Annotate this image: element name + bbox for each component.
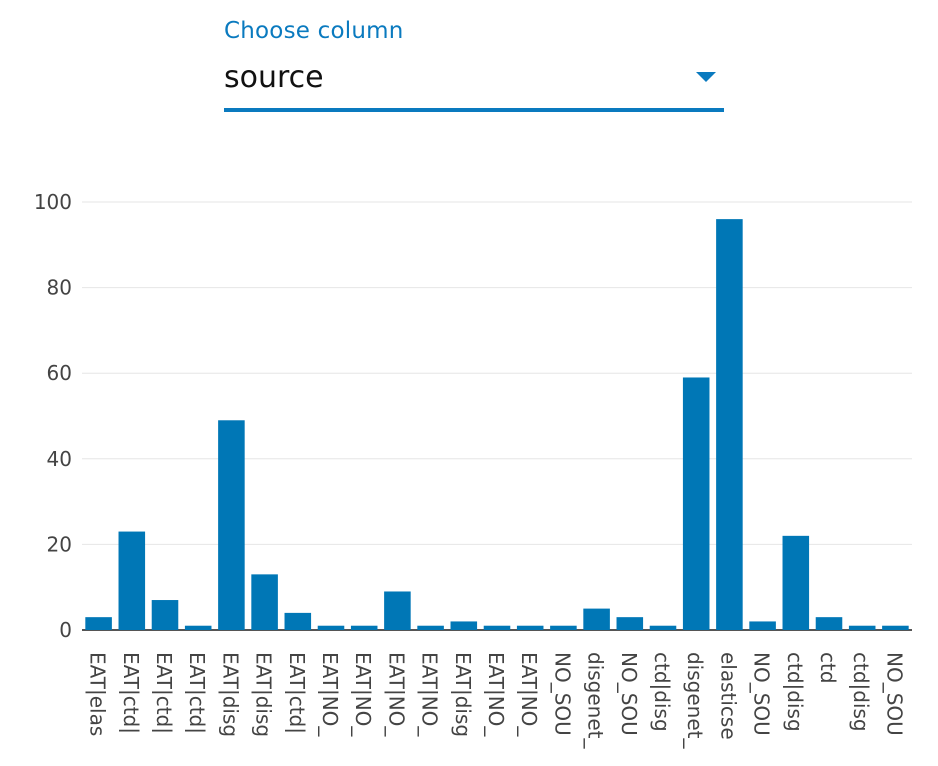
y-tick-label: 40 [47, 447, 72, 471]
x-tick-label: EAT|disg [451, 652, 475, 737]
caret-down-icon[interactable] [696, 72, 716, 82]
bar[interactable] [251, 574, 278, 630]
bar[interactable] [749, 621, 776, 630]
bar[interactable] [716, 219, 743, 630]
x-tick-label: EAT|ctd| [119, 652, 143, 734]
bar[interactable] [848, 625, 876, 630]
x-tick-label: elasticse [716, 652, 740, 740]
x-tick-label: ctd|disg [849, 652, 873, 732]
bar[interactable] [384, 591, 411, 630]
column-selector: Choose column source [224, 18, 724, 114]
bar[interactable] [815, 617, 843, 630]
x-tick-label: ctd|disg [783, 652, 807, 732]
x-tick-label: EAT|NO_ [484, 652, 508, 737]
y-tick-label: 60 [47, 361, 72, 385]
x-tick-label: EAT|NO_ [318, 652, 342, 737]
bar[interactable] [483, 625, 511, 630]
bar[interactable] [85, 617, 112, 630]
x-tick-label: EAT|ctd| [285, 652, 309, 734]
bar[interactable] [682, 377, 710, 630]
bar[interactable] [317, 625, 345, 630]
bar[interactable] [151, 600, 179, 630]
x-tick-label: disgenet_ [584, 652, 608, 749]
x-tick-label: NO_SOU [550, 652, 574, 736]
x-tick-label: disgenet_ [683, 652, 707, 749]
x-tick-label: NO_SOU [617, 652, 641, 736]
x-tick-label: EAT|ctd| [152, 652, 176, 734]
bar[interactable] [782, 535, 810, 630]
bar[interactable] [284, 612, 312, 630]
column-select-value: source [224, 60, 324, 95]
x-tick-label: EAT|disg [218, 652, 242, 737]
x-tick-label: EAT|NO_ [517, 652, 541, 737]
x-tick-label: NO_SOU [882, 652, 906, 736]
column-select-dropdown[interactable]: source [224, 58, 724, 112]
y-tick-label: 20 [47, 532, 72, 556]
bar[interactable] [118, 531, 146, 630]
y-tick-label: 100 [34, 190, 72, 214]
x-tick-label: EAT|NO_ [384, 652, 408, 737]
bar[interactable] [550, 625, 577, 630]
x-tick-label: NO_SOU [750, 652, 774, 736]
bar[interactable] [649, 625, 677, 630]
bar[interactable] [882, 625, 909, 630]
bar[interactable] [350, 625, 378, 630]
bar[interactable] [450, 621, 478, 630]
y-tick-label: 0 [59, 618, 72, 642]
bars [85, 219, 909, 630]
y-axis-ticks: 0 20 40 60 80 100 [34, 190, 72, 642]
select-underline [224, 108, 724, 112]
x-tick-label: EAT|ctd| [185, 652, 209, 734]
x-tick-label: EAT|elas [86, 652, 110, 736]
y-tick-label: 80 [47, 276, 72, 300]
bar[interactable] [417, 625, 444, 630]
x-tick-label: EAT|NO_ [351, 652, 375, 737]
x-axis-labels: EAT|elas EAT|ctd| EAT|ctd| EAT|ctd| EAT|disg… [86, 652, 907, 749]
bar[interactable] [218, 420, 245, 630]
x-tick-label: ctd|disg [650, 652, 674, 732]
x-tick-label: EAT|NO_ [418, 652, 442, 737]
bar[interactable] [616, 617, 644, 630]
bar[interactable] [516, 625, 544, 630]
x-tick-label: EAT|disg [252, 652, 276, 737]
column-selector-label: Choose column [224, 18, 404, 44]
x-tick-label: ctd [816, 652, 840, 684]
bar[interactable] [184, 625, 212, 630]
bar[interactable] [583, 608, 610, 630]
